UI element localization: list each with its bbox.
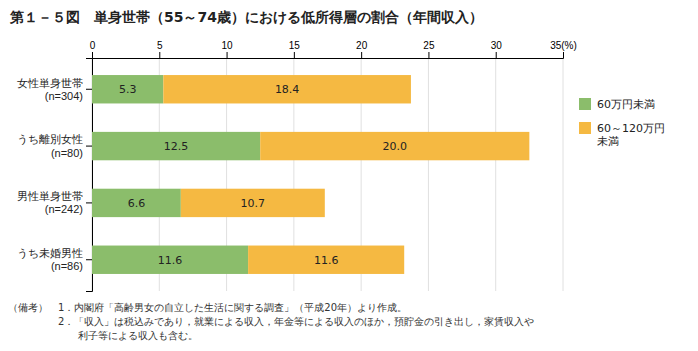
y-axis: 女性単身世帯(n=304) うち離別女性(n=80) 男性単身世帯(n=242) うち… (17, 59, 93, 292)
data-label: 20.0 (383, 140, 408, 153)
x-tick-mark (563, 52, 564, 58)
grid-line (563, 58, 564, 291)
bar (260, 132, 529, 160)
x-axis-line (93, 52, 564, 59)
x-tick: 5 (157, 40, 163, 58)
data-label: 11.6 (314, 254, 339, 267)
y-tick: 女性単身世帯(n=304) (17, 77, 92, 102)
note: （備考） 1．内閣府「高齢男女の自立した生活に関する調査」（平成20年）より作成… (8, 302, 407, 313)
x-tick-label: 0 (90, 40, 96, 51)
data-label: 11.6 (158, 254, 183, 267)
grid (92, 58, 563, 291)
y-tick-label: うち未婚男性(n=86) (17, 247, 83, 272)
y-tick-mark (86, 89, 92, 90)
x-tick: 15 (289, 40, 301, 58)
y-tick-mark (86, 259, 92, 260)
y-tick: うち離別女性(n=80) (17, 133, 92, 158)
x-tick-mark (159, 52, 160, 58)
x-axis: 0 5 10 15 20 25 30 35(%) (90, 40, 577, 59)
x-tick: 10 (222, 40, 234, 58)
grid-line (428, 58, 429, 291)
x-tick-mark (294, 52, 295, 58)
bar (92, 189, 181, 217)
y-axis-line (86, 59, 93, 292)
data-label: 5.3 (119, 83, 137, 96)
x-tick-label: 35(%) (550, 40, 577, 51)
x-tick-label: 20 (356, 40, 368, 51)
bar (92, 246, 248, 274)
y-tick-label: 女性単身世帯(n=304) (17, 77, 83, 102)
title: 第１－５図 単身世帯（55～74歳）における低所得層の割合（年間収入） (9, 9, 483, 25)
data-label: 10.7 (241, 197, 266, 210)
x-tick-mark (428, 52, 429, 58)
data-label: 18.4 (275, 83, 300, 96)
legend-item: 60～120万円未満 (579, 122, 665, 148)
legend-item: 60万円未満 (579, 98, 655, 111)
bar (248, 246, 404, 274)
x-tick: 0 (90, 40, 96, 58)
x-tick-label: 15 (289, 40, 301, 51)
x-tick-mark (227, 52, 228, 58)
legend-label: 60～120万円未満 (597, 122, 665, 148)
series (92, 75, 260, 274)
x-tick-label: 5 (157, 40, 163, 51)
y-tick-mark (86, 202, 92, 203)
y-tick-label: うち離別女性(n=80) (17, 133, 83, 158)
chart: 第１－５図 単身世帯（55～74歳）における低所得層の割合（年間収入） 0 5 10 1… (0, 0, 698, 351)
note: 2．「収入」は税込みであり，就業による収入，年金等による収入のほか，預貯金の引き… (8, 316, 534, 327)
legend-label: 60万円未満 (597, 98, 655, 111)
y-tick: うち未婚男性(n=86) (17, 247, 92, 272)
data-label: 6.6 (128, 197, 146, 210)
x-tick: 35(%) (550, 40, 577, 58)
x-tick: 30 (491, 40, 503, 58)
x-tick-mark (92, 52, 93, 58)
bars (92, 75, 529, 274)
bar (181, 189, 325, 217)
bar (92, 132, 260, 160)
x-tick: 20 (356, 40, 368, 58)
bar (92, 75, 163, 103)
plot: 0 5 10 15 20 25 30 35(%) 女性単身世帯(n=304) うち離別女性(n=8… (17, 40, 577, 292)
x-tick-mark (361, 52, 362, 58)
x-tick-mark (496, 52, 497, 58)
y-tick-label: 男性単身世帯(n=242) (17, 190, 83, 215)
note: 利子等による収入も含む。 (8, 330, 198, 341)
legend: 60万円未満 60～120万円未満 (579, 98, 665, 148)
grid-line (495, 58, 496, 291)
legend-swatch (579, 122, 591, 134)
y-tick-mark (86, 146, 92, 147)
notes: （備考） 1．内閣府「高齢男女の自立した生活に関する調査」（平成20年）より作成… (8, 302, 534, 341)
bar (163, 75, 411, 103)
x-tick-label: 10 (222, 40, 234, 51)
x-tick: 25 (423, 40, 435, 58)
legend-swatch (579, 98, 591, 110)
x-tick-label: 30 (491, 40, 503, 51)
x-tick-label: 25 (423, 40, 435, 51)
series (163, 75, 529, 274)
y-tick: 男性単身世帯(n=242) (17, 190, 92, 215)
data-label: 12.5 (164, 140, 189, 153)
data-labels: 11.6 6.6 12.5 5.3 11.6 10.7 20.0 18.4 (119, 83, 407, 266)
